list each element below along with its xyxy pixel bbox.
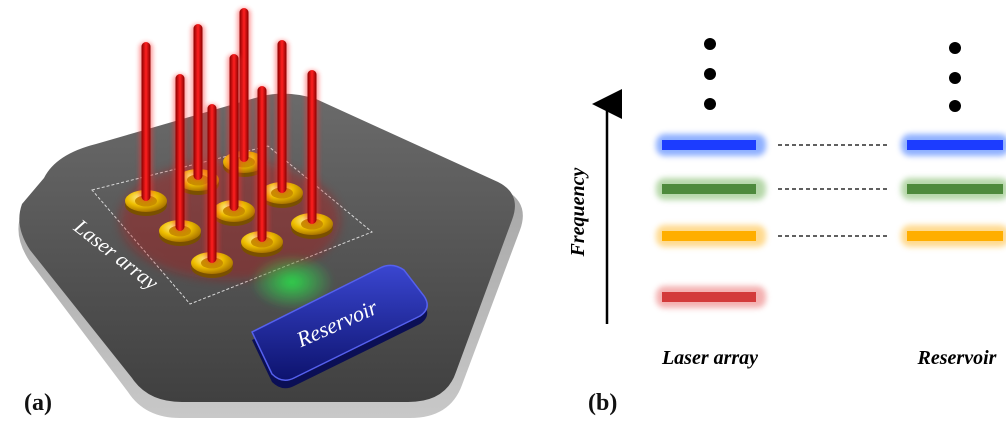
reservoir-block: Reservoir: [251, 264, 428, 389]
reservoir-frequency-level: [907, 184, 1003, 194]
laser-frequency-level: [662, 184, 756, 194]
energy-levels: [656, 134, 1006, 308]
green-emission: [250, 254, 334, 310]
frequency-axis-label: Frequency: [567, 167, 589, 257]
laser-frequency-level: [662, 231, 756, 241]
panel-a: Reservoir Laser array (a): [18, 8, 523, 418]
laser-beam: [307, 70, 317, 224]
laser-emitter: [191, 104, 233, 278]
laser-emitter: [213, 54, 255, 226]
laser-array: [125, 8, 333, 278]
reservoir-frequency-level: [907, 140, 1003, 150]
panel-b-label: (b): [588, 390, 617, 416]
right-ellipsis-dots: [949, 42, 961, 112]
laser-beam: [229, 54, 239, 211]
laser-frequency-level: [662, 140, 756, 150]
laser-emitter: [159, 74, 201, 246]
panel-a-label: (a): [24, 390, 52, 416]
reservoir-frequency-level: [907, 231, 1003, 241]
laser-beam: [193, 24, 203, 180]
left-column-label: Laser array: [661, 347, 758, 369]
laser-emitter: [125, 42, 167, 216]
laser-beam: [207, 104, 217, 263]
right-column-label: Reservoir: [917, 347, 997, 369]
laser-beam: [277, 40, 287, 193]
laser-emitter: [261, 40, 303, 208]
laser-beam: [175, 74, 185, 231]
laser-beam: [239, 8, 249, 162]
panel-b: Frequency Laser array Reservoir (b): [567, 38, 1006, 416]
laser-beam: [257, 86, 267, 242]
left-ellipsis-dots: [704, 38, 716, 110]
laser-emitter: [241, 86, 283, 257]
laser-frequency-level: [662, 292, 756, 302]
laser-beam: [141, 42, 151, 201]
laser-emitter: [291, 70, 333, 239]
